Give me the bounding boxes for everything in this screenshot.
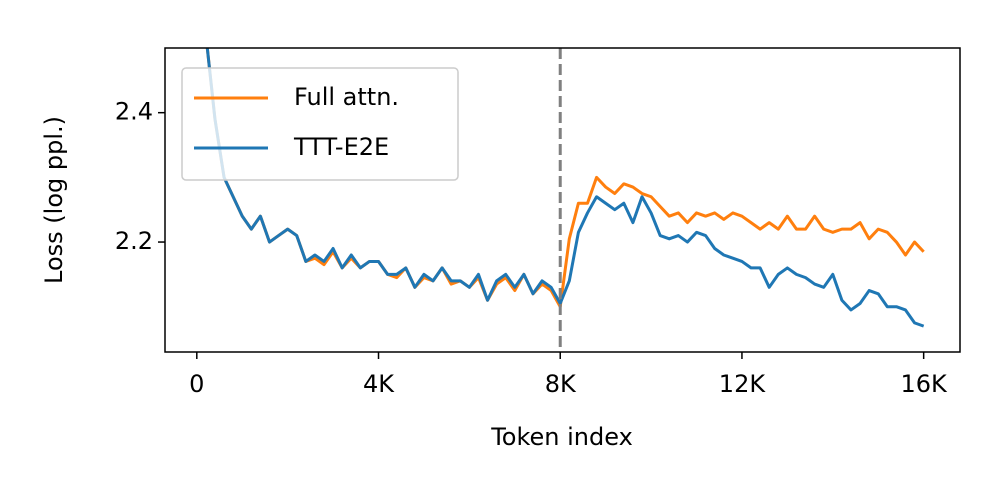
series-line	[205, 48, 925, 328]
legend-box	[181, 67, 459, 181]
y-tick-label: 2.2	[115, 227, 153, 255]
plot-area	[205, 48, 925, 328]
plot-frame	[164, 47, 961, 353]
x-tick-label: 4K	[363, 370, 395, 398]
x-tick-label: 8K	[545, 370, 577, 398]
legend-label: TTT-E2E	[293, 133, 389, 161]
legend-label: Full attn.	[294, 83, 399, 111]
y-axis-label: Loss (log ppl.)	[40, 116, 68, 284]
x-tick-label: 16K	[901, 370, 949, 398]
x-tick-label: 0	[189, 370, 204, 398]
x-tick-label: 12K	[719, 370, 767, 398]
y-tick-label: 2.4	[115, 98, 153, 126]
series-line	[205, 48, 925, 309]
x-axis-label: Token index	[490, 423, 633, 451]
